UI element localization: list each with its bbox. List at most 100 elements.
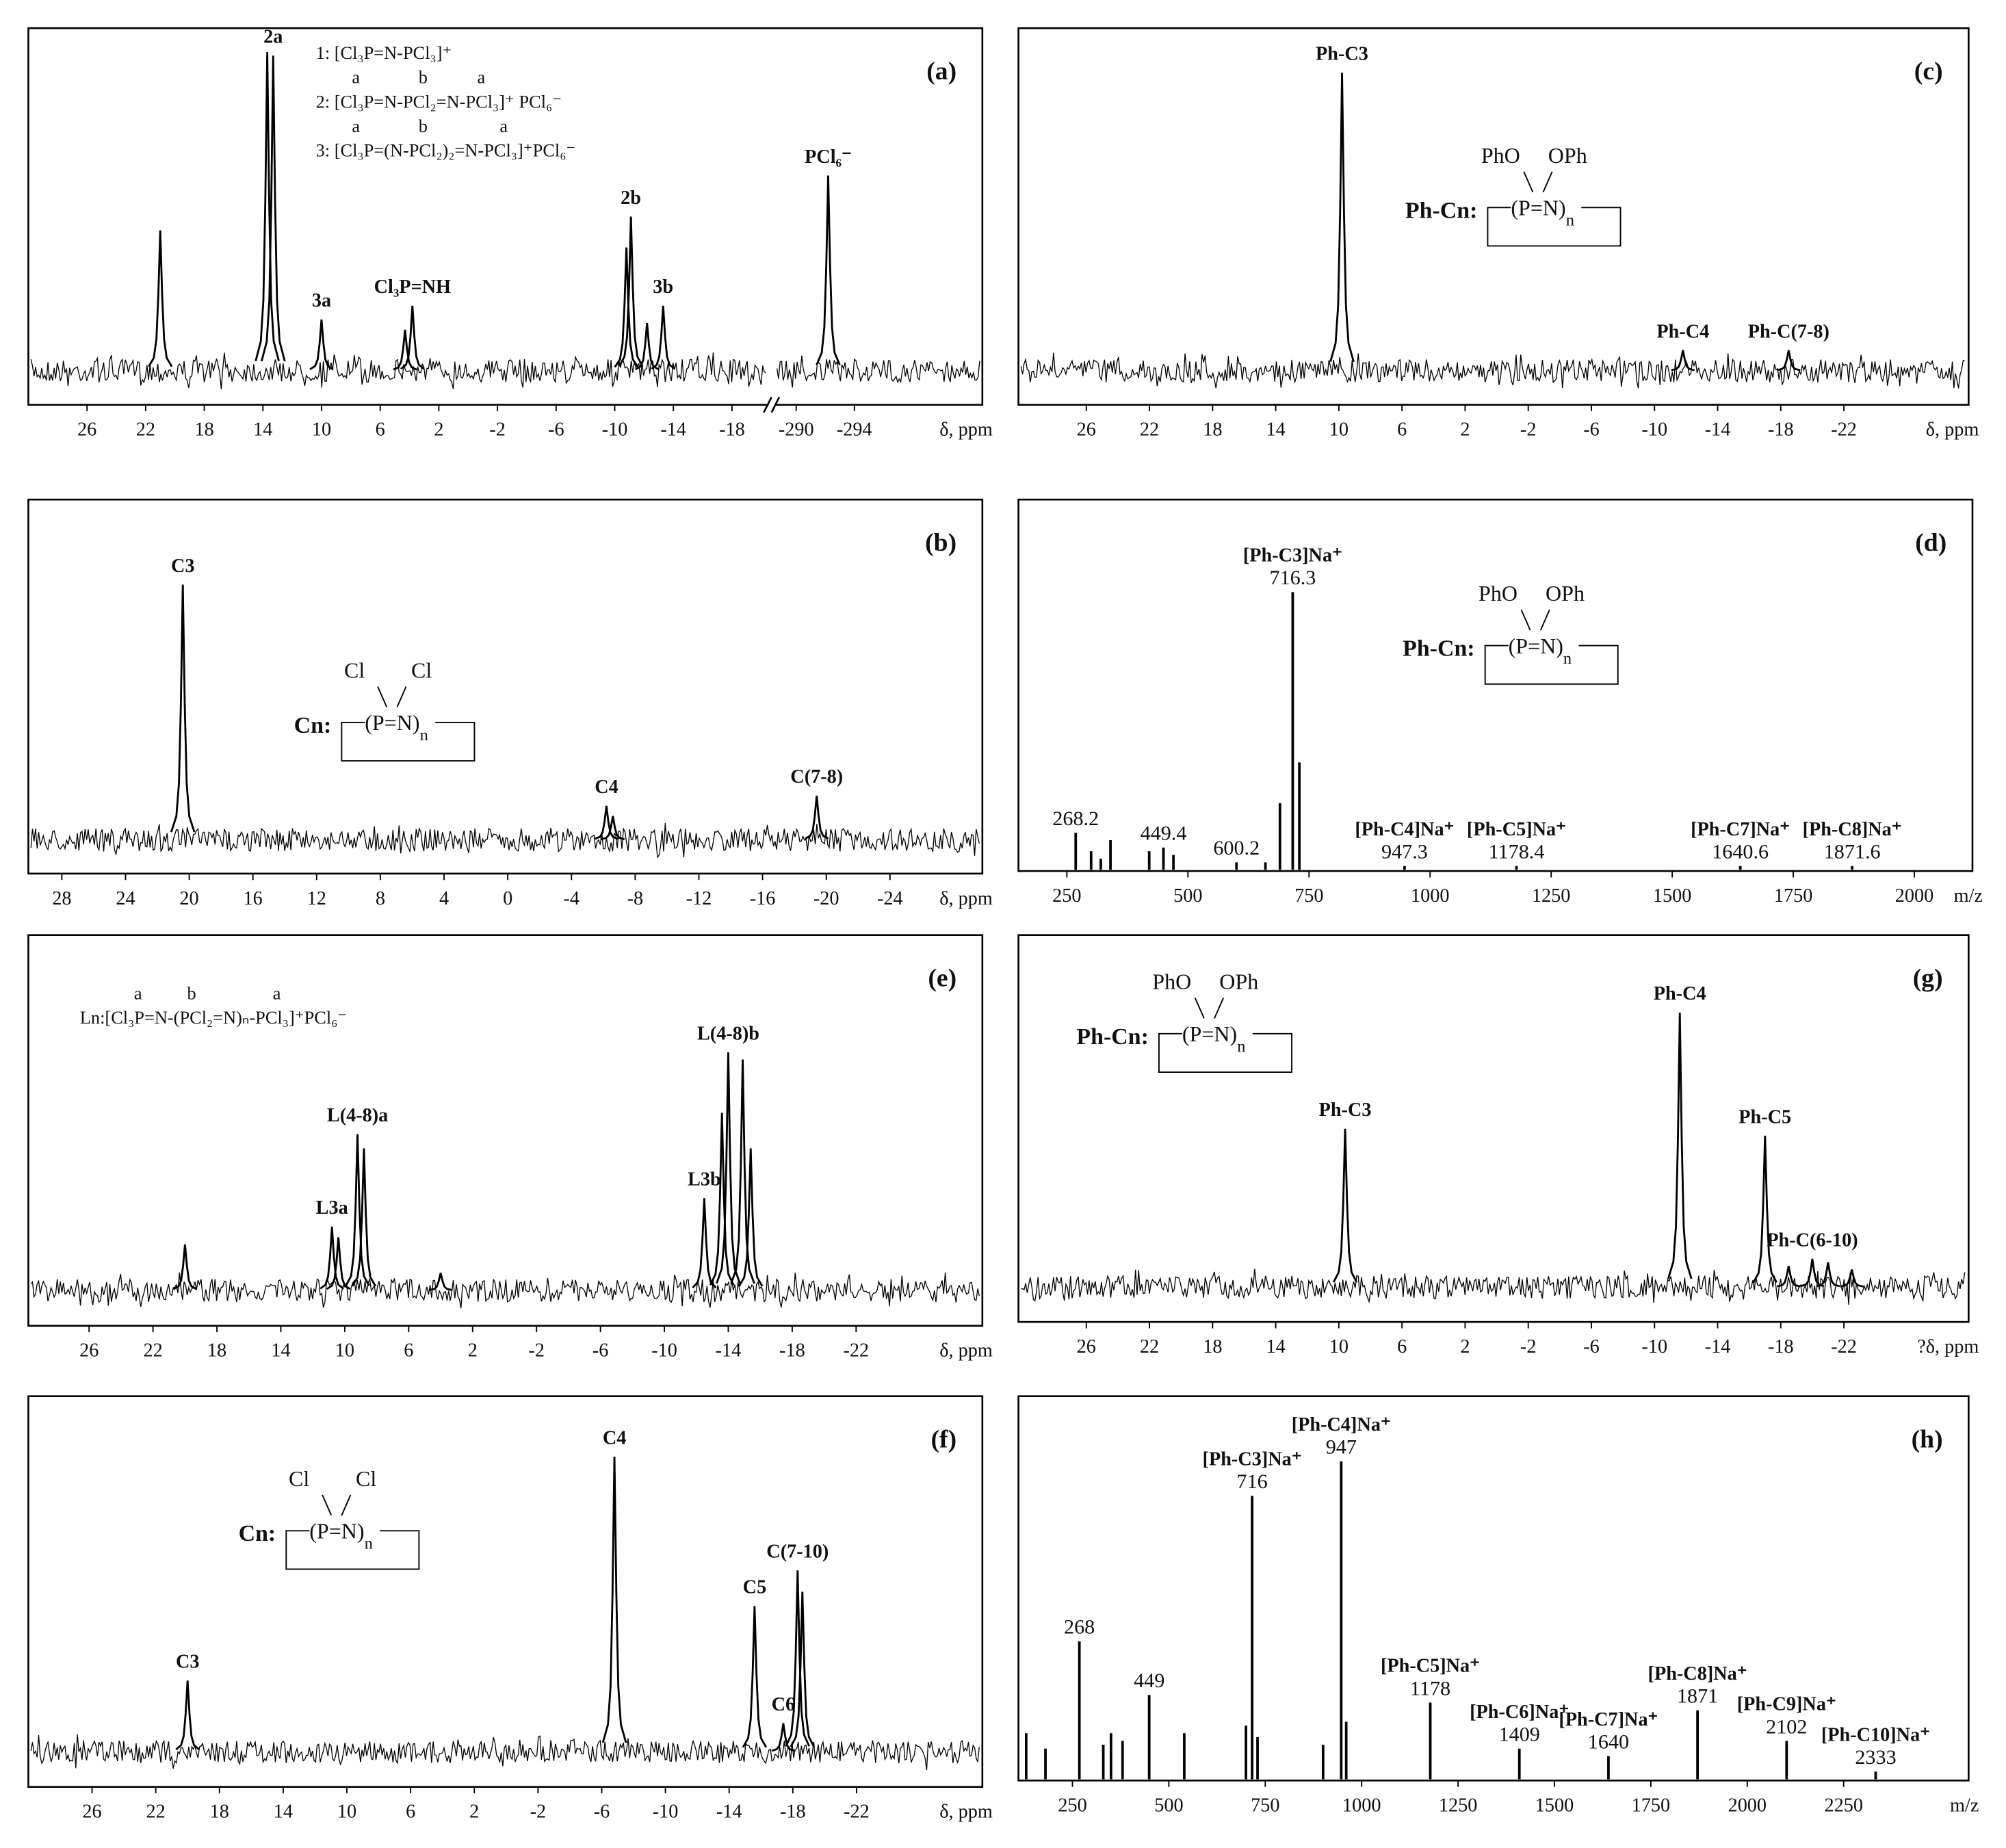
- x-tick-label: -294: [837, 419, 872, 441]
- substituent: PhO: [1479, 582, 1517, 606]
- baseline-noise: [30, 352, 766, 389]
- x-tick-label: 4: [439, 888, 449, 909]
- peak: [692, 1198, 717, 1289]
- x-tick-label: -10: [1641, 419, 1667, 441]
- ion-label: [Ph-C5]Na⁺: [1467, 819, 1566, 840]
- x-tick-label: 10: [337, 1801, 356, 1823]
- x-tick-label: 1000: [1411, 885, 1449, 907]
- structure-name: Cn:: [239, 1521, 276, 1546]
- peak: [1667, 1012, 1693, 1279]
- peak: [148, 230, 173, 367]
- x-tick-label: -18: [1768, 419, 1794, 441]
- ring-bracket: [1484, 645, 1619, 685]
- minor-peak: [635, 322, 660, 371]
- x-tick-label: -14: [660, 419, 686, 441]
- x-tick-label: 2000: [1895, 885, 1933, 907]
- mass-label: 449: [1134, 1669, 1164, 1692]
- x-axis-label: m/z: [1950, 1795, 1979, 1816]
- formula-note: a b a: [316, 68, 486, 88]
- x-tick-label: 2: [1460, 1336, 1470, 1357]
- panel-label: (f): [931, 1426, 957, 1454]
- peak: [1329, 73, 1355, 363]
- ion-label: [Ph-C4]Na⁺: [1355, 819, 1454, 840]
- x-tick-label: 10: [1329, 419, 1349, 441]
- panel: 26 22 18 14 10 6 2 -2 -6 -10 -14 -18 -22 δ, ppm (c) Ph-…: [1017, 27, 1979, 441]
- substituent: Cl: [344, 658, 365, 682]
- ring-unit: (P=N): [309, 1520, 364, 1544]
- x-axis-label: δ, ppm: [939, 419, 993, 441]
- ion-label: [Ph-C5]Na⁺: [1381, 1656, 1480, 1677]
- bond: [1542, 171, 1553, 193]
- peak-label: 2b: [621, 187, 641, 209]
- bond: [1523, 171, 1534, 193]
- mass-label: 947.3: [1381, 840, 1428, 863]
- x-tick-label: 2: [434, 419, 443, 441]
- minor-peak: [351, 1148, 377, 1287]
- peak-label: L3a: [316, 1197, 348, 1219]
- panel-label: (d): [1915, 529, 1946, 557]
- axis-break: [763, 396, 772, 413]
- peak-label: C3: [171, 556, 195, 577]
- x-axis-label: δ, ppm: [939, 1340, 993, 1362]
- minor-peak: [326, 1237, 351, 1290]
- bond: [322, 1494, 333, 1516]
- bond: [1194, 998, 1205, 1019]
- peak: [345, 1134, 370, 1286]
- x-tick-label: -290: [779, 419, 814, 441]
- peak: [618, 216, 644, 367]
- x-tick-label: 1250: [1532, 885, 1570, 907]
- ring-unit: (P=N): [365, 711, 419, 735]
- substituent: PhO: [1152, 969, 1191, 993]
- x-tick-label: -8: [627, 888, 644, 909]
- peak-label: 3a: [312, 290, 331, 311]
- peak-label: C3: [176, 1652, 200, 1673]
- peak-label: Ph-C4: [1656, 321, 1709, 342]
- x-tick-label: -2: [1520, 1336, 1537, 1357]
- x-tick-label: 1750: [1774, 885, 1812, 907]
- ring-index: n: [1563, 649, 1572, 668]
- bond: [396, 686, 407, 707]
- axis-break: [770, 396, 781, 413]
- ring-bracket: [285, 1530, 420, 1570]
- x-tick-label: -2: [528, 1340, 545, 1362]
- mass-label: 1640: [1588, 1730, 1629, 1754]
- x-tick-label: 2250: [1824, 1795, 1862, 1816]
- formula-note: a b a: [80, 983, 281, 1003]
- x-tick-label: 1000: [1342, 1795, 1381, 1816]
- ion-label: [Ph-C3]Na⁺: [1203, 1448, 1302, 1470]
- x-tick-label: 14: [1266, 419, 1285, 441]
- panel: 26 22 18 14 10 6 2 -2 -6 -10 -14 -18 -22 ?δ, ppm (g) Ph…: [1017, 934, 1979, 1357]
- bond: [341, 1494, 352, 1516]
- minor-peak: [601, 816, 625, 841]
- x-tick-label: -6: [592, 1340, 609, 1362]
- panel-label: (c): [1914, 57, 1943, 86]
- mass-label: 1871: [1677, 1684, 1718, 1708]
- peak-label: C4: [595, 777, 618, 798]
- peak: [771, 1723, 796, 1752]
- x-tick-label: -6: [548, 419, 564, 441]
- formula-note: 3: [Cl₃P=(N-PCl₂)₂=N-PCl₃]⁺PCl₆⁻: [316, 140, 576, 160]
- x-tick-label: 6: [376, 419, 385, 441]
- panel-label: (g): [1913, 965, 1943, 993]
- ion-label: [Ph-C7]Na⁺: [1559, 1709, 1658, 1730]
- x-tick-label: -10: [602, 419, 628, 441]
- minor-peak: [730, 1059, 755, 1284]
- mass-label: 947: [1326, 1435, 1357, 1459]
- mass-label: 449.4: [1141, 822, 1187, 845]
- x-tick-label: 22: [144, 1340, 163, 1362]
- x-tick-label: 250: [1058, 1795, 1086, 1816]
- formula-note: a b a: [316, 116, 508, 136]
- mass-label: 716.3: [1270, 566, 1316, 589]
- peak-label: Cl₃P=NH: [374, 276, 452, 298]
- x-tick-label: -18: [779, 1340, 805, 1362]
- peak: [1800, 1258, 1825, 1288]
- x-tick-label: -12: [686, 888, 712, 909]
- x-tick-label: 1750: [1632, 1795, 1670, 1816]
- x-tick-label: 14: [253, 419, 272, 441]
- x-tick-label: 6: [406, 1801, 415, 1823]
- x-tick-label: 6: [404, 1340, 413, 1362]
- peak: [785, 1570, 811, 1747]
- x-tick-label: -14: [716, 1801, 742, 1823]
- peak-label: C(7-8): [790, 766, 843, 788]
